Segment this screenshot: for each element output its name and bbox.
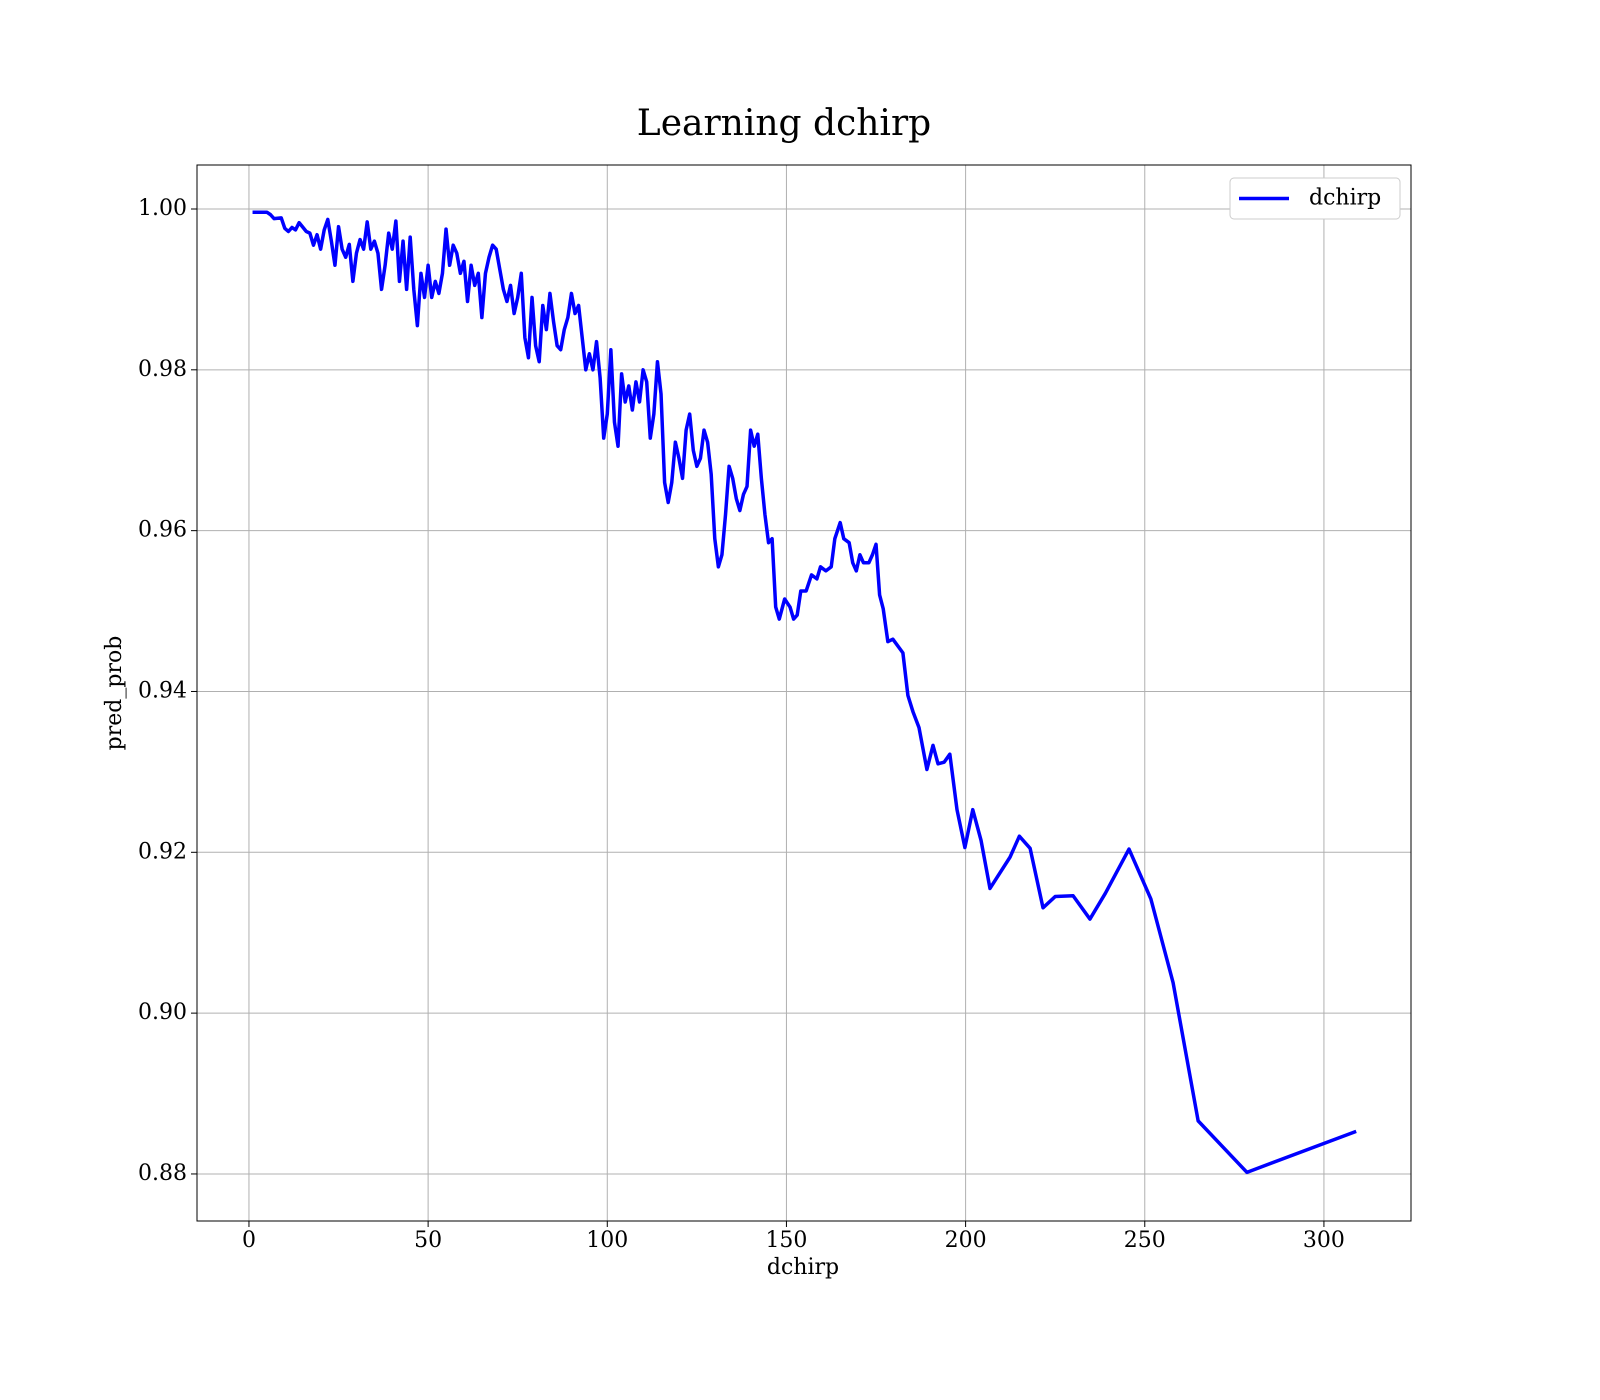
x-tick-label: 150 [765,1228,807,1253]
x-tick-label: 300 [1303,1228,1345,1253]
y-tick-label: 0.96 [138,518,187,543]
y-tick-label: 0.98 [138,357,187,382]
chart-title: Learning dchirp [637,103,931,144]
x-tick-label: 200 [945,1228,987,1253]
plot-frame [196,164,1412,1222]
x-tick-label: 50 [414,1228,442,1253]
y-tick-label: 0.90 [138,1000,187,1025]
legend-label: dchirp [1309,186,1381,211]
x-tick-label: 100 [586,1228,628,1253]
y-axis-label: pred_prob [102,636,127,751]
legend: dchirp [1229,177,1401,220]
x-axis-label: dchirp [767,1255,839,1280]
y-tick-label: 0.92 [138,839,187,864]
x-tick-label: 0 [242,1228,256,1253]
y-tick-label: 0.88 [138,1161,187,1186]
legend-box [1229,177,1401,220]
data-line [252,210,1357,1175]
x-tick-label: 250 [1124,1228,1166,1253]
y-tick-label: 0.94 [138,678,187,703]
y-tick-label: 1.00 [138,196,187,221]
